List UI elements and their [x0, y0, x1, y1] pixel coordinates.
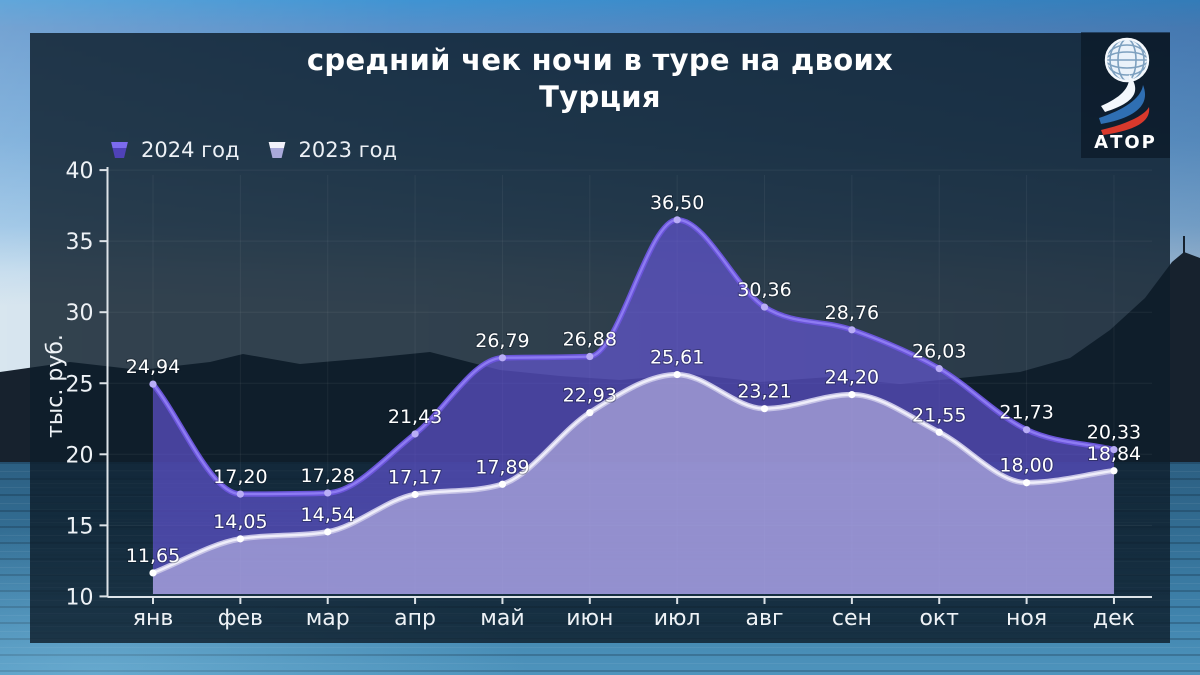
swoosh-red — [1101, 107, 1150, 135]
legend-swatch-2024-icon — [111, 142, 128, 158]
ator-globe-icon — [1099, 37, 1150, 135]
chart-title: средний чек ночи в туре на двоих Турция — [30, 42, 1170, 116]
legend-label-2024: 2024 год — [141, 138, 240, 162]
water-ripple-overlay — [30, 470, 1170, 643]
swoosh-white — [1101, 74, 1136, 112]
swoosh-blue — [1099, 85, 1146, 124]
chart-legend: 2024 год 2023 год — [110, 138, 397, 162]
chart-title-line1: средний чек ночи в туре на двоих — [306, 43, 894, 77]
legend-item-2024[interactable]: 2024 год — [110, 138, 240, 162]
ator-logo-text: АТОР — [1094, 132, 1157, 153]
globe-grid — [1106, 39, 1148, 81]
ator-logo: АТОР — [1081, 32, 1170, 158]
legend-item-2023[interactable]: 2023 год — [268, 138, 398, 162]
chart-title-line2: Турция — [539, 80, 661, 114]
legend-label-2023: 2023 год — [298, 138, 398, 162]
legend-swatch-2023-icon — [268, 142, 286, 158]
